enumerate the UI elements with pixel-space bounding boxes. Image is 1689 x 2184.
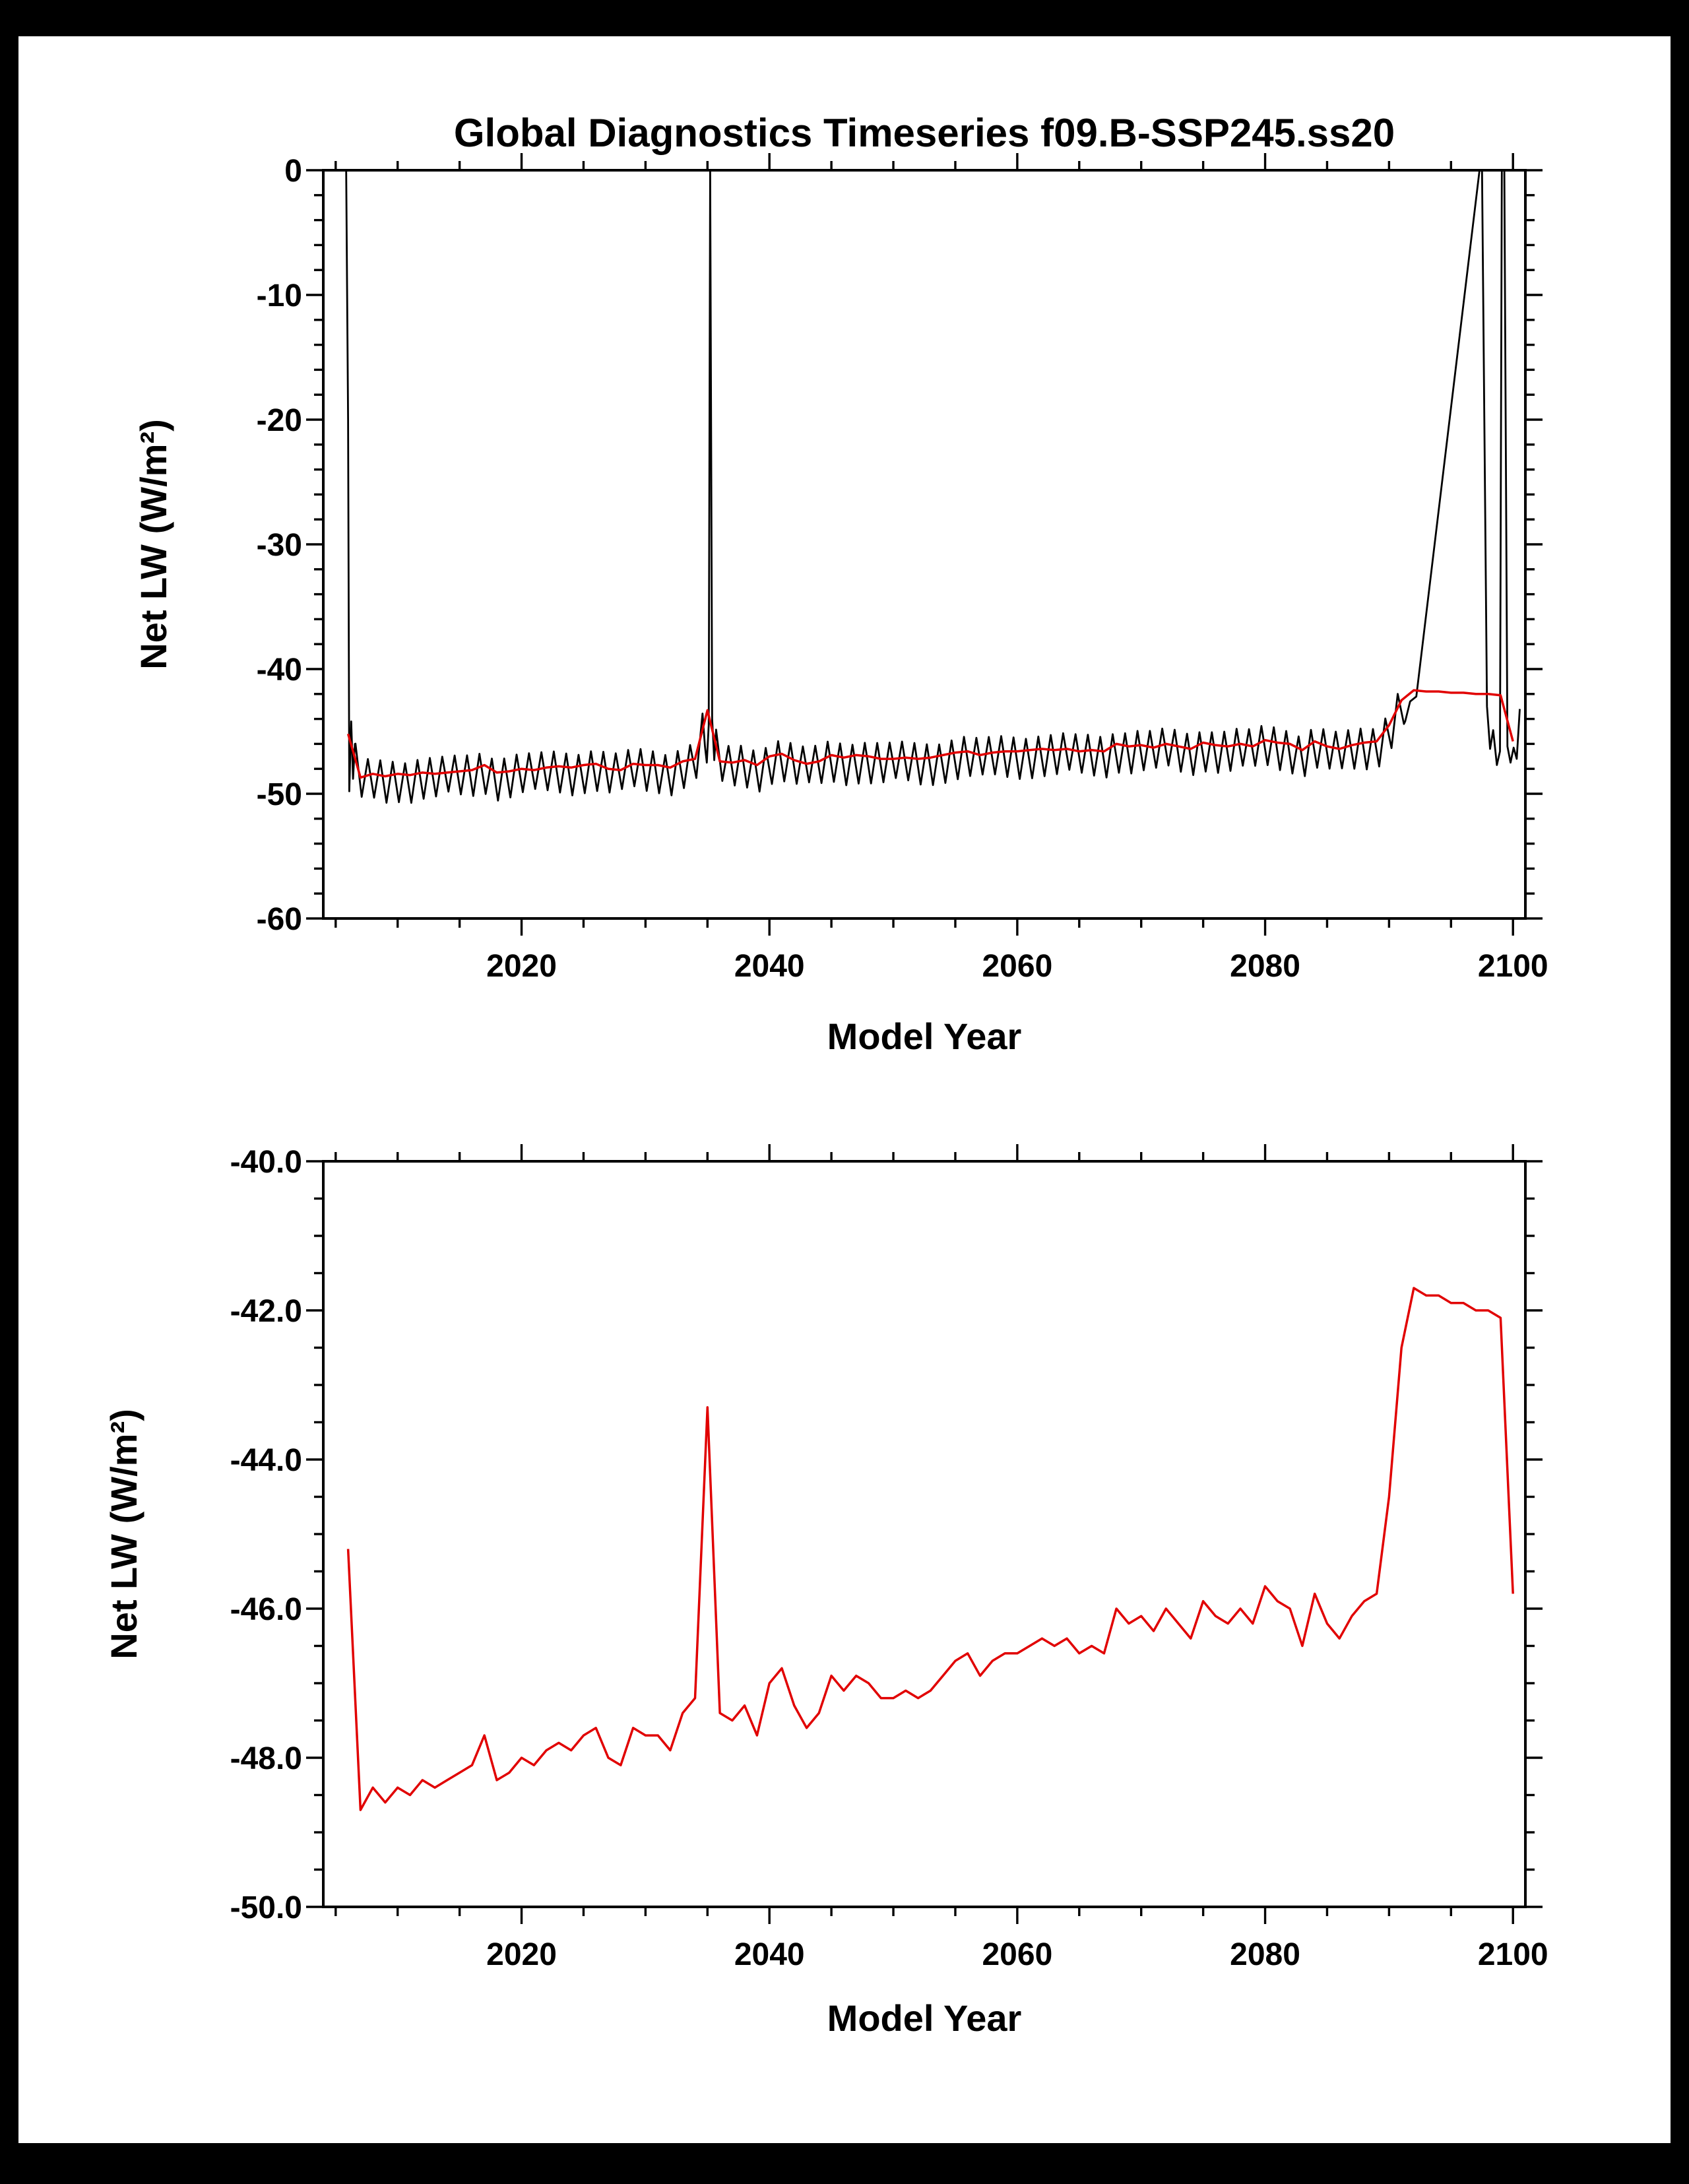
x-tick-label: 2060 <box>982 1937 1052 1972</box>
x-tick-label: 2020 <box>486 949 557 984</box>
x-tick-label: 2100 <box>1478 949 1548 984</box>
y-tick-label: -40 <box>257 653 302 688</box>
annual-mean-net-lw-line <box>346 1287 1514 1811</box>
annual-mean-net-lw-line <box>346 689 1514 779</box>
y-axis-label: Net LW (W/m²) <box>133 419 174 669</box>
y-tick-label: -10 <box>257 278 302 313</box>
x-axis-label: Model Year <box>827 1015 1022 1057</box>
y-tick-label: -42.0 <box>230 1294 302 1329</box>
x-axis-label: Model Year <box>827 1997 1022 2039</box>
chart-title: Global Diagnostics Timeseries f09.B-SSP2… <box>454 111 1395 155</box>
y-tick-label: -50.0 <box>230 1890 302 1925</box>
y-tick-label: -44.0 <box>230 1443 302 1478</box>
y-tick-label: -48.0 <box>230 1741 302 1776</box>
net-lw-monthly-timeseries-chart: Global Diagnostics Timeseries f09.B-SSP2… <box>133 111 1548 1057</box>
axis-ticks <box>306 1144 1543 1924</box>
net-lw-annual-mean-chart: Model Year Net LW (W/m²) 2020 2040 2060 208… <box>103 1144 1548 2039</box>
y-axis-label: Net LW (W/m²) <box>103 1409 144 1659</box>
y-tick-label: -30 <box>257 528 302 563</box>
x-tick-label: 2020 <box>486 1937 557 1972</box>
y-tick-label: 0 <box>284 154 302 189</box>
y-tick-label: -60 <box>257 902 302 937</box>
y-tick-label: -40.0 <box>230 1145 302 1180</box>
y-tick-label: -20 <box>257 403 302 438</box>
x-tick-label: 2060 <box>982 949 1052 984</box>
plot-sheet <box>18 36 1671 2143</box>
x-tick-label: 2040 <box>734 949 805 984</box>
x-tick-label: 2080 <box>1230 1937 1300 1972</box>
y-tick-label: -50 <box>257 777 302 812</box>
x-tick-label: 2100 <box>1478 1937 1548 1972</box>
x-tick-label: 2080 <box>1230 949 1300 984</box>
axis-ticks <box>306 153 1543 936</box>
y-tick-label: -46.0 <box>230 1592 302 1627</box>
monthly-net-lw-line <box>345 169 1521 804</box>
x-tick-label: 2040 <box>734 1937 805 1972</box>
